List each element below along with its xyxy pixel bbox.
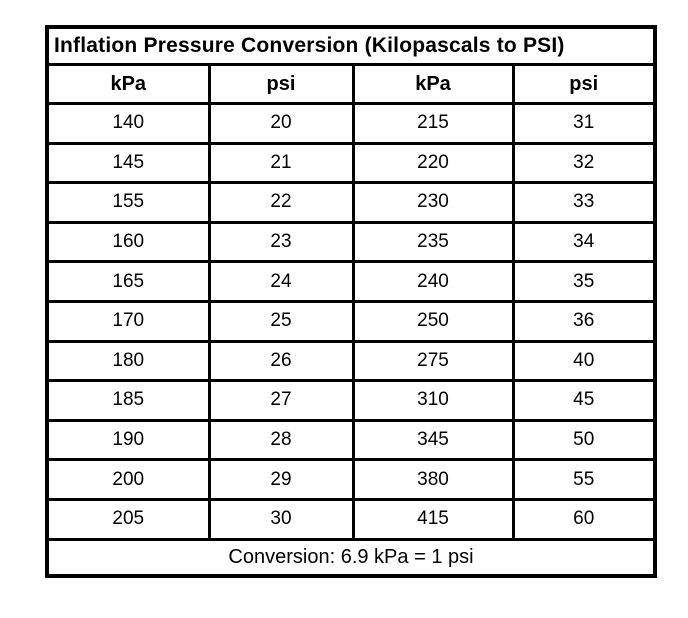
kpa-value: 200 xyxy=(45,458,211,501)
kpa-value: 220 xyxy=(351,141,515,185)
table-row: 160 23 235 34 xyxy=(45,220,657,264)
column-header-psi-4: psi xyxy=(511,63,657,105)
psi-value: 36 xyxy=(511,299,657,343)
conversion-footnote: Conversion: 6.9 kPa = 1 psi xyxy=(45,537,657,578)
kpa-value: 345 xyxy=(351,418,515,462)
psi-value: 31 xyxy=(511,102,657,145)
psi-value: 23 xyxy=(207,220,355,264)
table-row: 165 24 240 35 xyxy=(45,260,657,303)
kpa-value: 240 xyxy=(351,260,515,303)
psi-value: 35 xyxy=(511,260,657,303)
table-row: 155 22 230 33 xyxy=(45,181,657,224)
kpa-value: 165 xyxy=(45,260,211,303)
psi-value: 50 xyxy=(511,418,657,462)
kpa-value: 310 xyxy=(351,379,515,422)
kpa-value: 215 xyxy=(351,102,515,145)
kpa-value: 380 xyxy=(351,458,515,501)
kpa-value: 185 xyxy=(45,379,211,422)
psi-value: 33 xyxy=(511,181,657,224)
inflation-pressure-conversion-table: Inflation Pressure Conversion (Kilopasca… xyxy=(45,25,657,578)
table-row: 200 29 380 55 xyxy=(45,458,657,501)
psi-value: 40 xyxy=(511,339,657,383)
table-row: 205 30 415 60 xyxy=(45,497,657,541)
table-row: 140 20 215 31 xyxy=(45,102,657,145)
table-row: 180 26 275 40 xyxy=(45,339,657,383)
kpa-value: 160 xyxy=(45,220,211,264)
kpa-value: 275 xyxy=(351,339,515,383)
kpa-value: 230 xyxy=(351,181,515,224)
kpa-value: 170 xyxy=(45,299,211,343)
psi-value: 26 xyxy=(207,339,355,383)
psi-value: 20 xyxy=(207,102,355,145)
column-header-psi-2: psi xyxy=(207,63,355,105)
psi-value: 55 xyxy=(511,458,657,501)
kpa-value: 140 xyxy=(45,102,211,145)
table-row: 145 21 220 32 xyxy=(45,141,657,185)
psi-value: 29 xyxy=(207,458,355,501)
column-header-kpa-1: kPa xyxy=(45,63,211,105)
psi-value: 30 xyxy=(207,497,355,541)
psi-value: 21 xyxy=(207,141,355,185)
psi-value: 60 xyxy=(511,497,657,541)
column-header-kpa-3: kPa xyxy=(351,63,515,105)
title-row: Inflation Pressure Conversion (Kilopasca… xyxy=(45,25,657,66)
kpa-value: 145 xyxy=(45,141,211,185)
kpa-value: 235 xyxy=(351,220,515,264)
table-title: Inflation Pressure Conversion (Kilopasca… xyxy=(45,25,657,66)
kpa-value: 180 xyxy=(45,339,211,383)
psi-value: 32 xyxy=(511,141,657,185)
table-row: 170 25 250 36 xyxy=(45,299,657,343)
psi-value: 27 xyxy=(207,379,355,422)
kpa-value: 190 xyxy=(45,418,211,462)
psi-value: 24 xyxy=(207,260,355,303)
kpa-value: 415 xyxy=(351,497,515,541)
footer-row: Conversion: 6.9 kPa = 1 psi xyxy=(45,537,657,578)
kpa-value: 250 xyxy=(351,299,515,343)
psi-value: 22 xyxy=(207,181,355,224)
psi-value: 34 xyxy=(511,220,657,264)
psi-value: 28 xyxy=(207,418,355,462)
header-row: kPa psi kPa psi xyxy=(45,63,657,105)
psi-value: 45 xyxy=(511,379,657,422)
conversion-table: Inflation Pressure Conversion (Kilopasca… xyxy=(45,25,657,578)
kpa-value: 155 xyxy=(45,181,211,224)
table-row: 185 27 310 45 xyxy=(45,379,657,422)
table-row: 190 28 345 50 xyxy=(45,418,657,462)
psi-value: 25 xyxy=(207,299,355,343)
kpa-value: 205 xyxy=(45,497,211,541)
